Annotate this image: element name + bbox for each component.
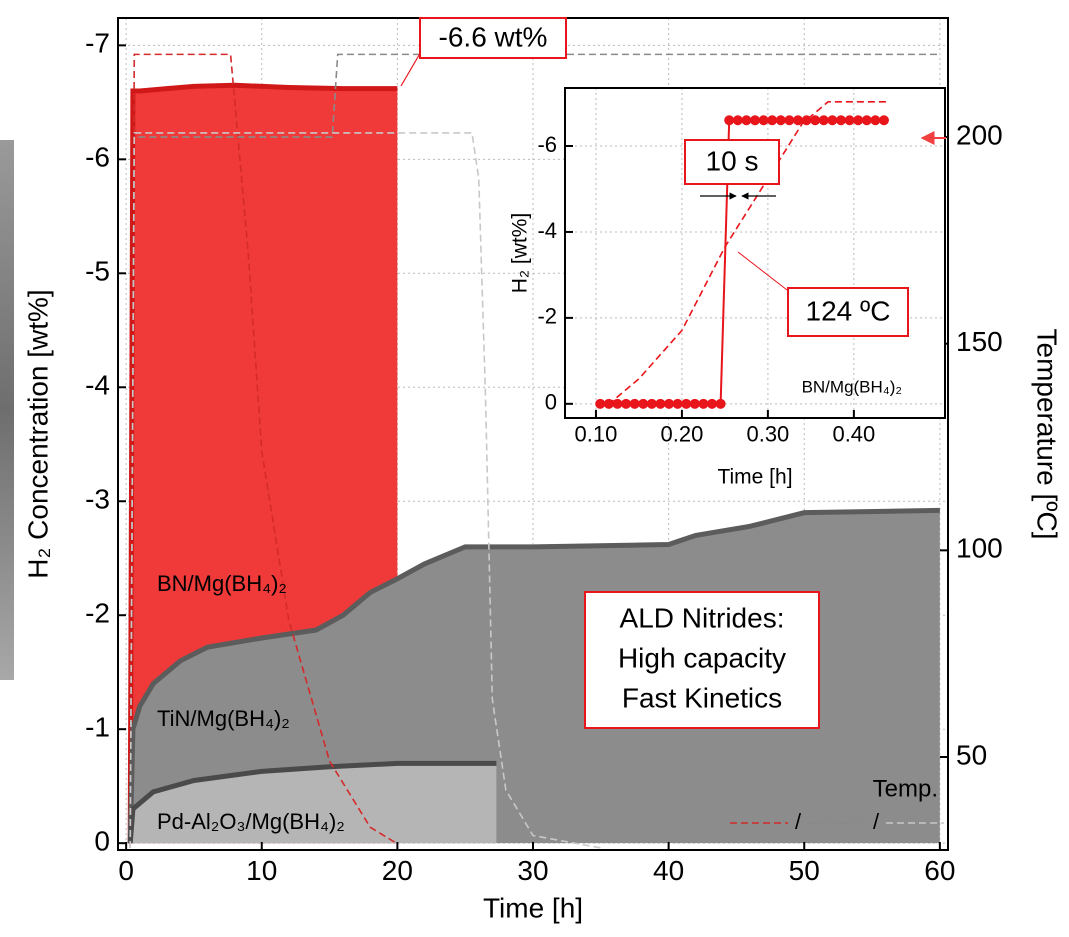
line <box>127 507 940 844</box>
line <box>127 760 497 844</box>
callout-line: ALD Nitrides: <box>620 602 785 633</box>
x-tick-label: 0 <box>118 855 134 886</box>
marker <box>732 115 743 126</box>
y2-tick-label: 50 <box>956 739 987 770</box>
legend-title: Temp. <box>873 775 938 802</box>
marker <box>784 115 795 126</box>
marker <box>767 115 778 126</box>
step-label-box <box>684 139 780 185</box>
legend-separator: / <box>795 809 802 834</box>
peak-label-box <box>419 17 567 59</box>
marker <box>655 398 666 409</box>
y-tick-label: -5 <box>85 256 110 287</box>
marker <box>595 398 606 409</box>
x-axis-label: Time [h] <box>717 466 792 489</box>
x-tick-label: 50 <box>789 855 820 886</box>
marker <box>715 398 726 409</box>
x-tick-label: 0.10 <box>575 421 618 446</box>
x-tick-label: 10 <box>246 855 277 886</box>
marker <box>672 398 683 409</box>
marker <box>861 115 872 126</box>
axes: 0.10 0.20 0.30 0.40 0 -2 -4 -6 <box>537 87 946 446</box>
y-tick-label: -3 <box>85 484 110 515</box>
series-label: BN/Mg(BH₄)₂ <box>802 377 902 396</box>
marker <box>664 398 675 409</box>
chart-1: 0.10 0.20 0.30 0.40 0 -2 -4 -6 BN/Mg(BH₄)₂ Time [… <box>509 87 946 489</box>
marker <box>681 398 692 409</box>
marker <box>853 115 864 126</box>
marker <box>775 115 786 126</box>
marker <box>638 398 649 409</box>
series-label: Pd-Al₂O₃/Mg(BH₄)₂ <box>157 809 345 834</box>
marker <box>698 398 709 409</box>
area <box>130 763 497 844</box>
x-tick-label: 40 <box>653 855 684 886</box>
marker <box>750 115 760 126</box>
line <box>127 82 398 844</box>
y-tick-label: -4 <box>537 218 557 243</box>
marker <box>689 398 700 409</box>
marker <box>758 115 769 126</box>
y-tick-label: -4 <box>85 370 110 401</box>
marker <box>707 398 718 409</box>
x-axis-label: Time [h] <box>483 892 583 923</box>
y2-tick-label: 200 <box>956 119 1003 150</box>
x-tick-label: 20 <box>382 855 413 886</box>
y2-tick-label: 100 <box>956 533 1003 564</box>
y-tick-label: -6 <box>537 132 557 157</box>
marker <box>844 115 855 126</box>
plot-background <box>565 88 945 418</box>
peak-label: -6.6 wt% <box>439 21 548 52</box>
y-tick-label: -2 <box>85 598 110 629</box>
photo-strip <box>0 140 14 680</box>
y-tick-label: 0 <box>545 390 557 415</box>
marker <box>741 115 752 126</box>
marker <box>878 115 889 126</box>
marker <box>646 398 657 409</box>
marker <box>724 115 735 126</box>
x-tick-label: 30 <box>517 855 548 886</box>
marker <box>818 115 829 126</box>
crossing-label-box <box>787 287 909 337</box>
callout-line: High capacity <box>618 642 786 673</box>
temperature-line <box>129 53 398 848</box>
temperature-line <box>129 132 601 849</box>
crossing-label: 124 ºC <box>806 295 891 326</box>
y-axis-label: H₂ Concentration [wt%] <box>22 289 53 578</box>
series-label: TiN/Mg(BH₄)₂ <box>157 706 290 731</box>
marker <box>810 115 821 126</box>
marker <box>612 398 623 409</box>
y-tick-label: -7 <box>85 28 110 59</box>
x-tick-label: 0.30 <box>746 421 789 446</box>
temperature-line <box>595 101 889 405</box>
leader-line <box>400 49 423 87</box>
plot-frame <box>564 87 946 419</box>
y-axis-label: H₂ [wt%] <box>509 213 532 294</box>
step-label: 10 s <box>706 145 759 176</box>
legend-separator: / <box>873 809 880 834</box>
x-tick-label: 0.20 <box>661 421 704 446</box>
axes: 0 10 20 30 40 50 60 0 -1 -2 -3 -4 -5 -6 -7 50 100 150 200 <box>85 17 1003 886</box>
marker <box>835 115 846 126</box>
y-tick-label: -2 <box>537 304 557 329</box>
x-tick-label: 0.40 <box>832 421 875 446</box>
series-label: BN/Mg(BH₄)₂ <box>157 571 287 596</box>
marker <box>827 115 838 126</box>
x-tick-label: 60 <box>924 855 955 886</box>
y2-tick-label: 150 <box>956 326 1003 357</box>
y-tick-label: -6 <box>85 142 110 173</box>
marker <box>792 115 803 126</box>
y-tick-label: 0 <box>94 826 110 857</box>
marker <box>870 115 881 126</box>
callout-line: Fast Kinetics <box>622 682 782 713</box>
y-tick-label: -1 <box>85 712 110 743</box>
marker <box>621 398 632 409</box>
callout-box <box>584 591 820 729</box>
y2-axis-label: Temperature [ºC] <box>1032 329 1063 540</box>
marker <box>629 398 640 409</box>
